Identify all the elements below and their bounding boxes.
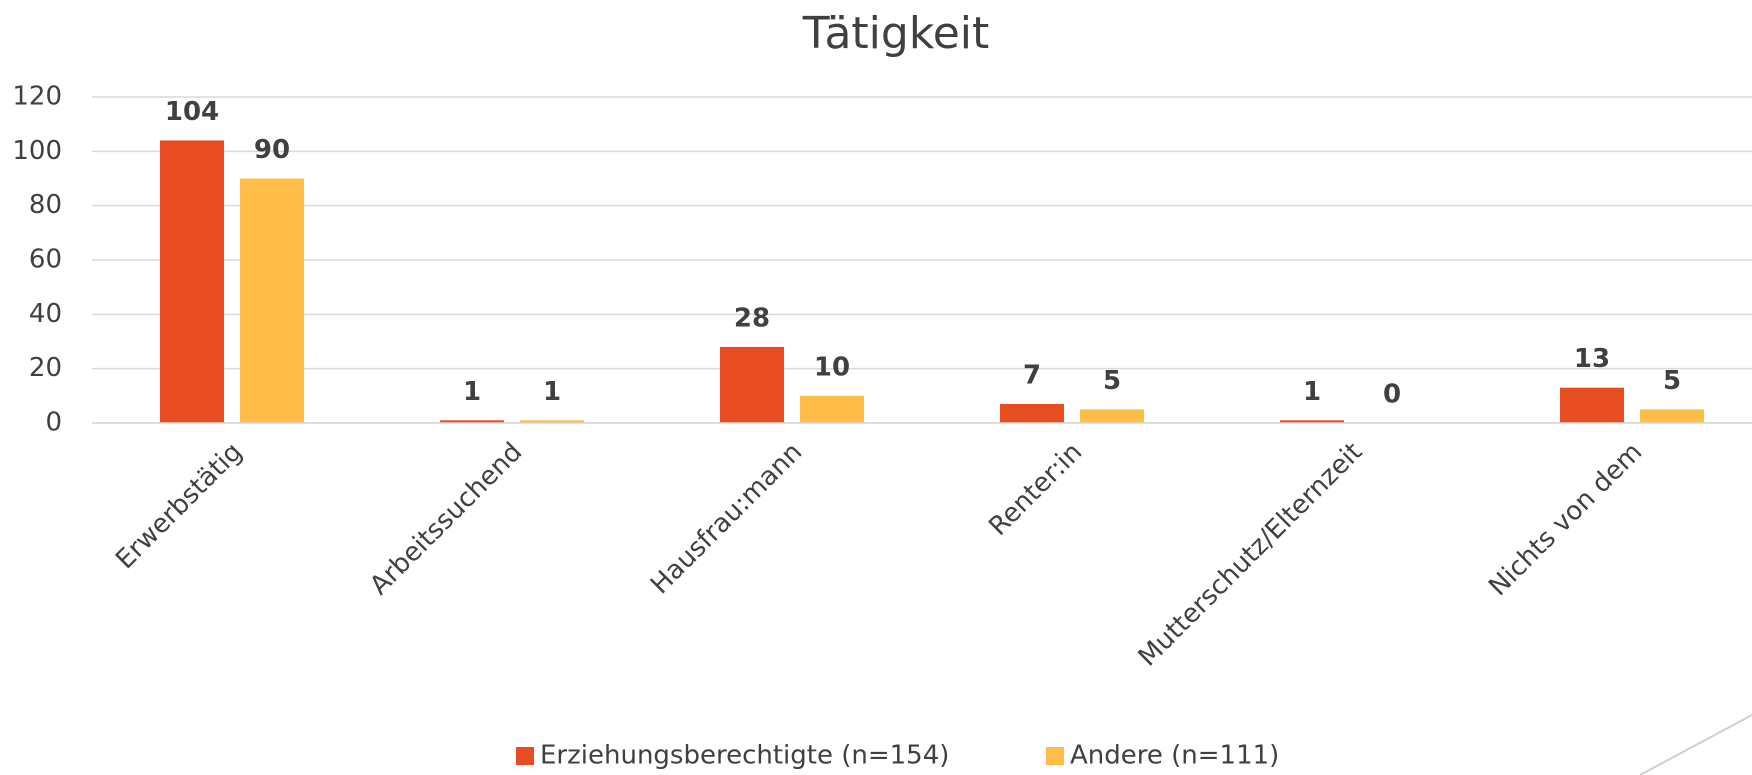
y-tick-label: 120 [12, 82, 62, 112]
x-tick-label: Nichts von dem [1483, 437, 1648, 602]
bar [800, 395, 864, 423]
legend-label: Andere (n=111) [1070, 741, 1279, 771]
bar [1080, 409, 1144, 423]
chart-title: Tätigkeit [802, 8, 990, 59]
data-label: 13 [1574, 344, 1610, 374]
bar [440, 420, 504, 423]
y-tick-label: 20 [29, 353, 62, 383]
bar [160, 140, 224, 423]
legend-label: Erziehungsberechtigte (n=154) [540, 741, 949, 771]
data-label: 28 [734, 303, 770, 333]
bar [1000, 403, 1064, 423]
x-tick-label: Erwerbstätig [110, 437, 248, 575]
legend-swatch [516, 747, 534, 765]
data-label: 90 [254, 135, 290, 165]
data-label: 7 [1023, 360, 1041, 390]
x-tick-label: Renter:in [983, 437, 1088, 542]
x-tick-label: Hausfrau:mann [645, 437, 808, 600]
y-tick-label: 60 [29, 245, 62, 275]
bar [1560, 387, 1624, 423]
data-label: 1 [1303, 377, 1321, 407]
bar [1640, 409, 1704, 423]
bar [240, 178, 304, 423]
data-label: 1 [543, 377, 561, 407]
x-tick-label: Arbeitssuchend [364, 437, 528, 601]
bar [520, 420, 584, 423]
legend-swatch [1046, 747, 1064, 765]
data-label: 104 [165, 97, 219, 127]
x-tick-label: Mutterschutz/Elternzeit [1133, 437, 1368, 672]
data-label: 10 [814, 352, 850, 382]
data-label: 5 [1663, 366, 1681, 396]
data-label: 5 [1103, 366, 1121, 396]
y-tick-label: 80 [29, 190, 62, 220]
y-tick-label: 100 [12, 136, 62, 166]
data-label: 0 [1383, 380, 1401, 410]
bar [720, 346, 784, 423]
y-tick-label: 40 [29, 299, 62, 329]
data-label: 1 [463, 377, 481, 407]
y-tick-label: 0 [45, 408, 62, 438]
decoration [1639, 714, 1752, 775]
bar [1280, 420, 1344, 423]
